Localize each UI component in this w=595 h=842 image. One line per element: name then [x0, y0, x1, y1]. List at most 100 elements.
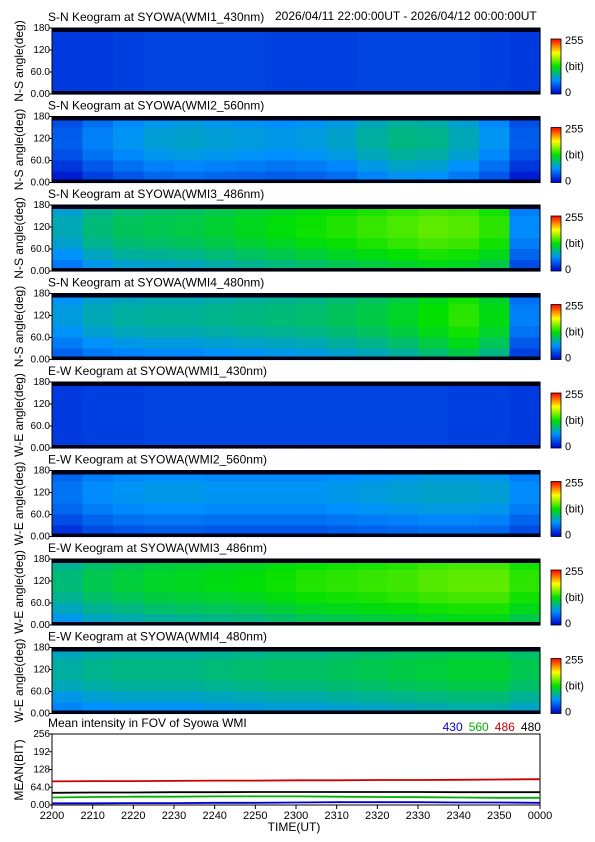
heatmap-cell — [113, 249, 145, 261]
panel-bottom-band — [52, 356, 540, 360]
heatmap-cell — [296, 503, 328, 516]
heatmap-cell — [113, 216, 145, 228]
heatmap-cell — [479, 658, 511, 671]
x-tick-label: 2350 — [487, 810, 511, 822]
heatmap-cell — [82, 238, 114, 250]
heatmap-cell — [143, 382, 175, 394]
heatmap-cell — [235, 83, 267, 95]
heatmap-cell — [82, 415, 114, 427]
heatmap-cell — [204, 581, 236, 593]
heatmap-cell — [174, 61, 206, 73]
heatmap-cell — [265, 603, 297, 615]
heatmap-cell — [82, 581, 114, 593]
y-tick-label: 120 — [33, 488, 50, 499]
heatmap-cell — [387, 426, 419, 438]
heatmap-cell — [296, 61, 328, 73]
heatmap-cell — [204, 614, 236, 626]
heatmap-cell — [235, 658, 267, 671]
y-tick-label: 60.0 — [31, 156, 51, 167]
heatmap-cell — [143, 525, 175, 538]
y-tick-label: 64.0 — [31, 782, 51, 793]
heatmap-cell — [143, 315, 175, 328]
heatmap-cell — [82, 205, 114, 217]
heatmap-cell — [479, 337, 511, 350]
heatmap-cell — [296, 127, 328, 140]
colorbar-unit-label: (bit) — [565, 327, 584, 339]
heatmap-cell — [174, 669, 206, 682]
heatmap-cell — [52, 260, 84, 272]
y-tick-label: 180 — [33, 643, 50, 654]
heatmap-cell — [265, 315, 297, 328]
keogram-panel: E-W Keogram at SYOWA(WMI4_480nm)180 120 60… — [12, 630, 584, 723]
heatmap-cell — [143, 127, 175, 140]
heatmap-cell — [174, 393, 206, 405]
y-tick-label: 180 — [33, 289, 50, 300]
heatmap-cell — [479, 570, 511, 582]
heatmap-cell — [235, 514, 267, 527]
y-tick-label: 120 — [33, 576, 50, 587]
heatmap-cell — [418, 382, 450, 394]
lineplot-frame — [51, 733, 541, 806]
heatmap-cell — [235, 61, 267, 73]
keogram-panel: S-N Keogram at SYOWA(WMI4_480nm)180 120 60… — [12, 276, 584, 368]
heatmap-cell — [448, 50, 480, 62]
y-tick-label: 0.00 — [31, 532, 51, 543]
heatmap-cell — [235, 415, 267, 427]
heatmap-cell — [204, 304, 236, 317]
heatmap-cell — [235, 28, 267, 40]
heatmap-cell — [418, 393, 450, 405]
heatmap-cell — [174, 614, 206, 626]
panel-frame — [51, 116, 541, 183]
heatmap-cell — [387, 72, 419, 84]
heatmap-cell — [82, 260, 114, 272]
heatmap-cell — [357, 326, 389, 339]
heatmap-cell — [52, 72, 84, 84]
heatmap-cell — [143, 437, 175, 449]
heatmap-cell — [479, 581, 511, 593]
heatmap-cell — [113, 326, 145, 339]
heatmap-cell — [235, 570, 267, 582]
heatmap-cell — [448, 470, 480, 483]
heatmap-cell — [357, 171, 389, 184]
y-tick-label: 120 — [33, 134, 50, 145]
heatmap-cell — [265, 348, 297, 361]
heatmap-cell — [357, 470, 389, 483]
heatmap-cell — [143, 337, 175, 350]
heatmap-cell — [509, 470, 541, 483]
heatmap-cell — [52, 647, 84, 660]
heatmap-cell — [174, 348, 206, 361]
heatmap-cell — [418, 293, 450, 306]
heatmap-cell — [204, 127, 236, 140]
heatmap-cell — [82, 149, 114, 162]
heatmap-cell — [448, 382, 480, 394]
colorbar-min-label: 0 — [565, 441, 571, 453]
heatmap-cell — [204, 238, 236, 250]
heatmap-cell — [235, 348, 267, 361]
heatmap-cell — [509, 149, 541, 162]
heatmap-cell — [235, 337, 267, 350]
series-line-486 — [51, 778, 541, 783]
y-tick-label: 60.0 — [31, 67, 51, 78]
x-tick-label: 2340 — [446, 810, 470, 822]
heatmap-cell — [174, 83, 206, 95]
y-tick-label: 60.0 — [31, 421, 51, 432]
colorbar-min-label: 0 — [565, 353, 571, 365]
heatmap-cell — [52, 437, 84, 449]
panel-top-band — [52, 647, 540, 652]
heatmap-cell — [52, 426, 84, 438]
heatmap-cell — [235, 127, 267, 140]
heatmap-cell — [52, 171, 84, 184]
colorbar-max-label: 255 — [565, 212, 583, 224]
heatmap-cell — [448, 658, 480, 671]
heatmap-cell — [387, 160, 419, 173]
heatmap-cell — [479, 415, 511, 427]
heatmap-cell — [357, 503, 389, 516]
heatmap-cell — [448, 315, 480, 328]
heatmap-cell — [509, 249, 541, 261]
x-tick-label: 2330 — [406, 810, 430, 822]
panel-title: E-W Keogram at SYOWA(WMI2_560nm) — [48, 453, 267, 467]
heatmap-cell — [418, 702, 450, 715]
heatmap-cell — [204, 437, 236, 449]
y-axis-label: N-S angle(deg) — [12, 197, 26, 278]
